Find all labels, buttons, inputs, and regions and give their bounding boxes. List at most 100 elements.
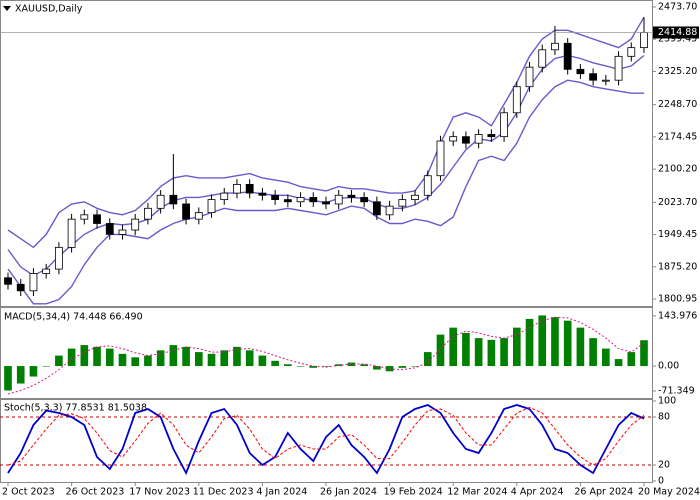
macd-bar	[182, 346, 190, 367]
macd-bar	[233, 346, 241, 367]
macd-bar	[207, 353, 216, 367]
candle-body	[296, 197, 305, 203]
macd-bar	[258, 355, 267, 367]
macd-bar	[576, 327, 585, 367]
macd-bar	[474, 338, 483, 367]
candle-body	[436, 140, 445, 177]
macd-panel	[0, 307, 653, 399]
candle-body	[54, 246, 63, 270]
candle-body	[601, 79, 610, 82]
macd-bar	[398, 366, 407, 368]
candle-body	[4, 277, 12, 285]
candle-body	[271, 194, 280, 201]
candle-body	[576, 68, 585, 75]
candle-body	[398, 199, 407, 207]
candle-body	[80, 214, 89, 220]
candle-body	[182, 203, 190, 220]
candle-body	[423, 175, 432, 196]
macd-bar	[512, 327, 521, 367]
y-tick-label: 2023.70	[658, 197, 697, 208]
candle-body	[207, 199, 216, 214]
macd-bar	[105, 348, 114, 367]
y-tick-label: 100	[658, 396, 676, 407]
macd-bar	[487, 339, 496, 367]
y-tick-label: -71.349	[658, 385, 695, 396]
x-tick-label: 2 Oct 2023	[2, 487, 55, 498]
macd-bar	[245, 350, 254, 367]
candle-body	[551, 42, 559, 51]
macd-bar	[525, 318, 534, 367]
macd-bar	[118, 353, 127, 367]
last-price-label: 2414.88	[658, 27, 697, 38]
y-tick-label: 2100.20	[658, 164, 697, 175]
macd-bar	[169, 345, 178, 367]
candle-body	[283, 199, 292, 203]
y-tick-label: 2248.70	[658, 99, 697, 110]
macd-bar	[156, 350, 165, 367]
candle-body	[589, 73, 598, 81]
candle-body	[93, 214, 101, 224]
candle-body	[500, 112, 508, 138]
macd-bar	[589, 338, 597, 367]
macd-bar	[284, 364, 292, 367]
x-tick-label: 20 May 2024	[638, 487, 700, 498]
candle-body	[67, 218, 76, 248]
candle-body	[487, 134, 496, 138]
candle-body	[538, 49, 547, 68]
x-tick-label: 12 Mar 2024	[447, 487, 507, 498]
macd-bar	[462, 332, 470, 367]
candle-body	[16, 283, 25, 292]
candle-body	[309, 197, 318, 203]
x-tick-label: 17 Nov 2023	[129, 487, 190, 498]
candle-body	[640, 32, 648, 49]
macd-bar	[551, 317, 559, 367]
candle-body	[131, 218, 140, 231]
candle-body	[245, 184, 254, 194]
price-panel	[0, 0, 653, 307]
macd-bar	[449, 327, 458, 367]
x-tick-label: 26 Jan 2024	[320, 487, 377, 498]
macd-bar	[602, 348, 610, 367]
menu-triangle[interactable]	[3, 6, 11, 11]
macd-bar	[436, 334, 445, 367]
macd-bar	[322, 366, 330, 367]
macd-bar	[55, 355, 63, 367]
macd-bar	[80, 345, 89, 367]
macd-bar	[42, 366, 50, 367]
macd-bar	[411, 366, 419, 367]
stoch-line	[7, 406, 645, 466]
candle-body	[233, 184, 241, 194]
price-title: XAUUSD,Daily	[15, 4, 83, 15]
candle-body	[614, 55, 623, 81]
y-tick-label: 1875.20	[658, 261, 697, 272]
candle-body	[372, 201, 381, 216]
y-tick-label: 2325.20	[658, 66, 697, 77]
x-tick-label: 26 Oct 2023	[66, 487, 125, 498]
candle-body	[512, 86, 521, 114]
x-tick-label: 4 Jan 2024	[256, 487, 307, 498]
candle-body	[258, 192, 267, 196]
macd-bar	[16, 366, 25, 384]
y-tick-label: 2473.70	[658, 1, 697, 12]
candle-body	[347, 194, 356, 198]
candle-body	[385, 205, 394, 216]
y-tick-label: 143.976	[658, 310, 697, 321]
candle-body	[105, 223, 114, 235]
y-tick-label: 1800.95	[658, 294, 697, 305]
candle-body	[411, 194, 419, 201]
candle-body	[525, 66, 534, 88]
macd-bar	[67, 348, 76, 367]
candle-body	[474, 134, 483, 144]
macd-bar	[131, 357, 140, 367]
candle-body	[42, 268, 51, 274]
x-tick-label: 11 Dec 2023	[193, 487, 254, 498]
candle-body	[563, 42, 572, 70]
y-tick-label: 1949.45	[658, 229, 697, 240]
candle-body	[322, 201, 330, 205]
bollinger-lower	[7, 79, 644, 305]
bollinger-upper	[7, 16, 645, 249]
macd-bar	[640, 340, 648, 367]
candle-body	[462, 136, 470, 144]
macd-bar	[194, 352, 203, 367]
